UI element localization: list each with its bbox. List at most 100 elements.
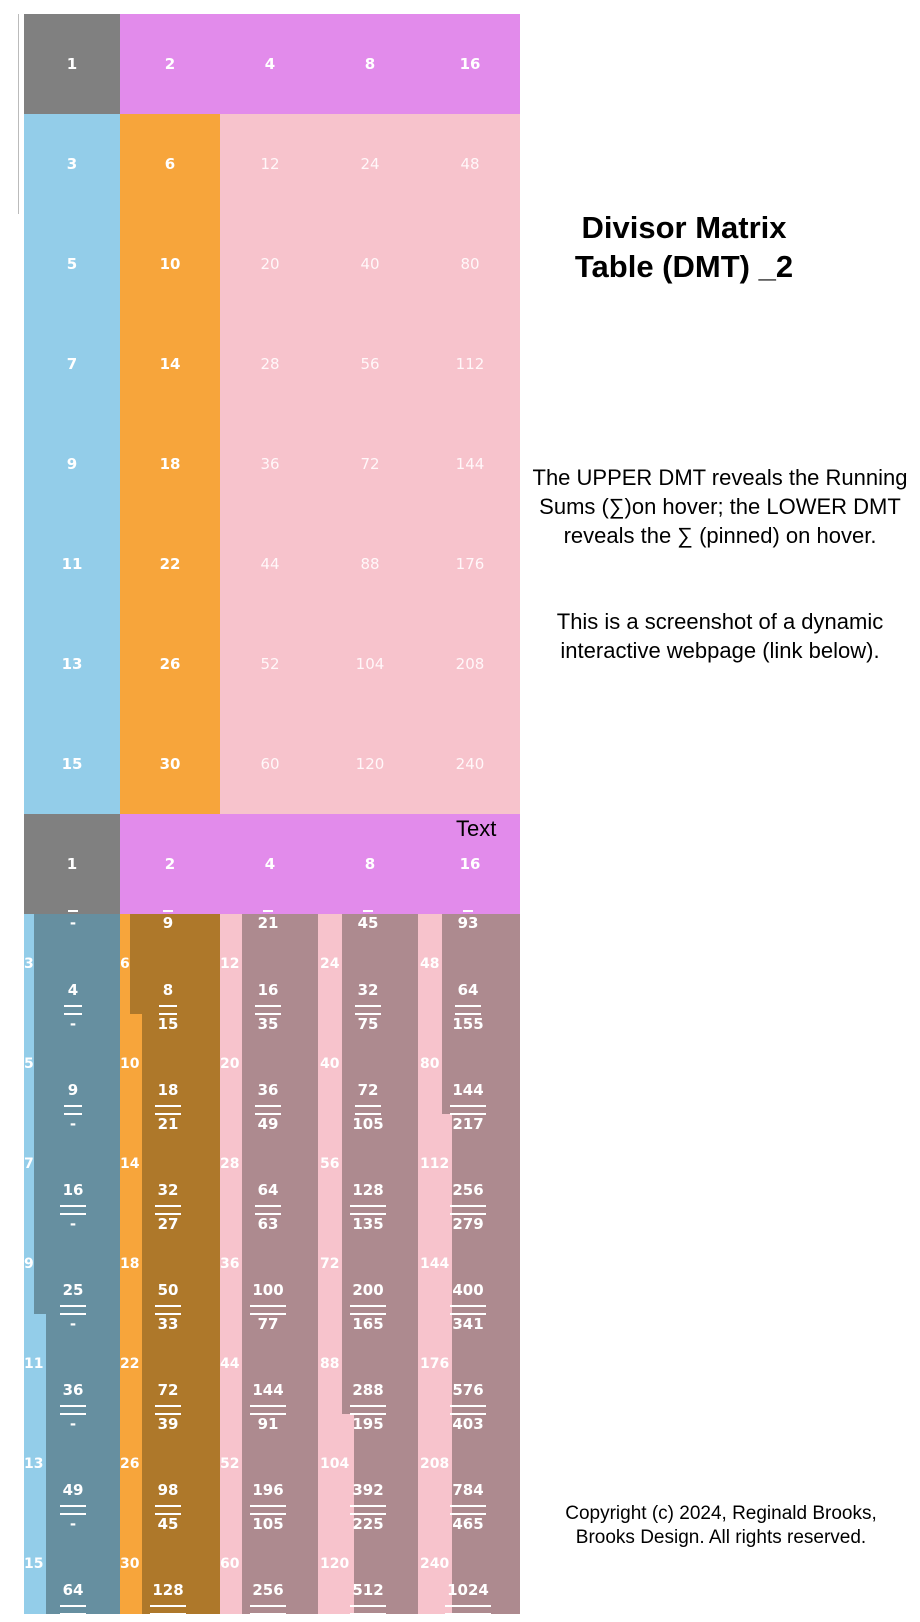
- lower-header-cell[interactable]: 16: [459, 855, 481, 873]
- upper-table-cell[interactable]: 104: [355, 655, 385, 673]
- upper-table-cell[interactable]: 10: [159, 255, 181, 273]
- running-sum-value[interactable]: 77: [257, 1315, 279, 1333]
- running-sum-value[interactable]: 217: [452, 1115, 484, 1133]
- running-sum-value[interactable]: 576: [452, 1381, 484, 1399]
- upper-table-cell[interactable]: 72: [360, 455, 380, 473]
- running-sum-value[interactable]: 64: [62, 1581, 84, 1599]
- lower-header-cell[interactable]: 1: [66, 855, 78, 873]
- running-sum-value[interactable]: 100: [252, 1281, 284, 1299]
- upper-table-cell[interactable]: 88: [360, 555, 380, 573]
- running-sum-value[interactable]: 72: [157, 1381, 179, 1399]
- running-sum-value[interactable]: 256: [252, 1581, 284, 1599]
- upper-table-cell[interactable]: 176: [455, 555, 485, 573]
- running-sum-value[interactable]: 144: [252, 1381, 284, 1399]
- upper-table-cell[interactable]: 80: [460, 255, 480, 273]
- running-sum-value[interactable]: -: [69, 1115, 77, 1133]
- running-sum-value[interactable]: 392: [352, 1481, 384, 1499]
- upper-header-cell[interactable]: 1: [66, 55, 78, 73]
- running-sum-value[interactable]: 27: [157, 1215, 179, 1233]
- upper-table-cell[interactable]: 6: [164, 155, 176, 173]
- upper-table-cell[interactable]: 60: [260, 755, 280, 773]
- upper-table-cell[interactable]: 13: [61, 655, 83, 673]
- upper-table-cell[interactable]: 14: [159, 355, 181, 373]
- upper-table-cell[interactable]: 15: [61, 755, 83, 773]
- upper-table-cell[interactable]: 52: [260, 655, 280, 673]
- upper-table-cell[interactable]: 48: [460, 155, 480, 173]
- running-sum-value[interactable]: 16: [62, 1181, 84, 1199]
- running-sum-value[interactable]: 1024: [447, 1581, 489, 1599]
- running-sum-value[interactable]: 21: [157, 1115, 179, 1133]
- running-sum-value[interactable]: 279: [452, 1215, 484, 1233]
- running-sum-value[interactable]: 144: [452, 1081, 484, 1099]
- upper-table-cell[interactable]: 56: [360, 355, 380, 373]
- running-sum-value[interactable]: 105: [252, 1515, 284, 1533]
- running-sum-value[interactable]: -: [69, 1515, 77, 1533]
- upper-table-cell[interactable]: 112: [455, 355, 485, 373]
- upper-table-cell[interactable]: 9: [66, 455, 78, 473]
- running-sum-value[interactable]: 36: [257, 1081, 279, 1099]
- upper-table-cell[interactable]: 18: [159, 455, 181, 473]
- running-sum-value[interactable]: 63: [257, 1215, 279, 1233]
- running-sum-value[interactable]: 50: [157, 1281, 179, 1299]
- upper-table-cell[interactable]: 22: [159, 555, 181, 573]
- running-sum-value[interactable]: 9: [67, 1081, 79, 1099]
- running-sum-value[interactable]: 4: [67, 981, 79, 999]
- running-sum-value[interactable]: 784: [452, 1481, 484, 1499]
- running-sum-value[interactable]: 128: [152, 1581, 184, 1599]
- upper-table-cell[interactable]: 144: [455, 455, 485, 473]
- upper-table-cell[interactable]: 5: [66, 255, 78, 273]
- lower-header-cell[interactable]: 8: [364, 855, 376, 873]
- lower-header-cell[interactable]: 2: [164, 855, 176, 873]
- running-sum-value[interactable]: 8: [162, 981, 174, 999]
- running-sum-value[interactable]: 36: [62, 1381, 84, 1399]
- upper-table-cell[interactable]: 120: [355, 755, 385, 773]
- running-sum-value[interactable]: 93: [457, 914, 479, 932]
- upper-table-cell[interactable]: 36: [260, 455, 280, 473]
- running-sum-value[interactable]: 155: [452, 1015, 484, 1033]
- running-sum-value[interactable]: 465: [452, 1515, 484, 1533]
- upper-table-cell[interactable]: 26: [159, 655, 181, 673]
- running-sum-value[interactable]: 25: [62, 1281, 84, 1299]
- upper-table-cell[interactable]: 24: [360, 155, 380, 173]
- running-sum-value[interactable]: 49: [257, 1115, 279, 1133]
- running-sum-value[interactable]: -: [69, 1315, 77, 1333]
- upper-header-cell[interactable]: 4: [264, 55, 276, 73]
- running-sum-value[interactable]: 16: [257, 981, 279, 999]
- lower-header-cell[interactable]: 4: [264, 855, 276, 873]
- running-sum-value[interactable]: 9: [162, 914, 174, 932]
- running-sum-value[interactable]: 288: [352, 1381, 384, 1399]
- running-sum-value[interactable]: 49: [62, 1481, 84, 1499]
- upper-table-cell[interactable]: 44: [260, 555, 280, 573]
- running-sum-value[interactable]: 32: [157, 1181, 179, 1199]
- running-sum-value[interactable]: 45: [357, 914, 379, 932]
- running-sum-value[interactable]: 225: [352, 1515, 384, 1533]
- running-sum-value[interactable]: 15: [157, 1015, 179, 1033]
- running-sum-value[interactable]: 512: [352, 1581, 384, 1599]
- running-sum-value[interactable]: 39: [157, 1415, 179, 1433]
- running-sum-value[interactable]: 75: [357, 1015, 379, 1033]
- upper-header-cell[interactable]: 8: [364, 55, 376, 73]
- running-sum-value[interactable]: 64: [257, 1181, 279, 1199]
- upper-table-cell[interactable]: 28: [260, 355, 280, 373]
- running-sum-value[interactable]: 341: [452, 1315, 484, 1333]
- upper-table-cell[interactable]: 7: [66, 355, 78, 373]
- running-sum-value[interactable]: -: [69, 1215, 77, 1233]
- running-sum-value[interactable]: -: [69, 1415, 77, 1433]
- upper-table-cell[interactable]: 12: [260, 155, 280, 173]
- running-sum-value[interactable]: 18: [157, 1081, 179, 1099]
- running-sum-value[interactable]: 196: [252, 1481, 284, 1499]
- running-sum-value[interactable]: 128: [352, 1181, 384, 1199]
- upper-table-cell[interactable]: 40: [360, 255, 380, 273]
- upper-table-cell[interactable]: 240: [455, 755, 485, 773]
- running-sum-value[interactable]: 105: [352, 1115, 384, 1133]
- upper-table-cell[interactable]: 11: [61, 555, 83, 573]
- upper-table-cell[interactable]: 208: [455, 655, 485, 673]
- running-sum-value[interactable]: 195: [352, 1415, 384, 1433]
- upper-table-cell[interactable]: 30: [159, 755, 181, 773]
- running-sum-value[interactable]: 200: [352, 1281, 384, 1299]
- running-sum-value[interactable]: 45: [157, 1515, 179, 1533]
- running-sum-value[interactable]: 135: [352, 1215, 384, 1233]
- running-sum-value[interactable]: 35: [257, 1015, 279, 1033]
- running-sum-value[interactable]: -: [69, 1015, 77, 1033]
- running-sum-value[interactable]: 32: [357, 981, 379, 999]
